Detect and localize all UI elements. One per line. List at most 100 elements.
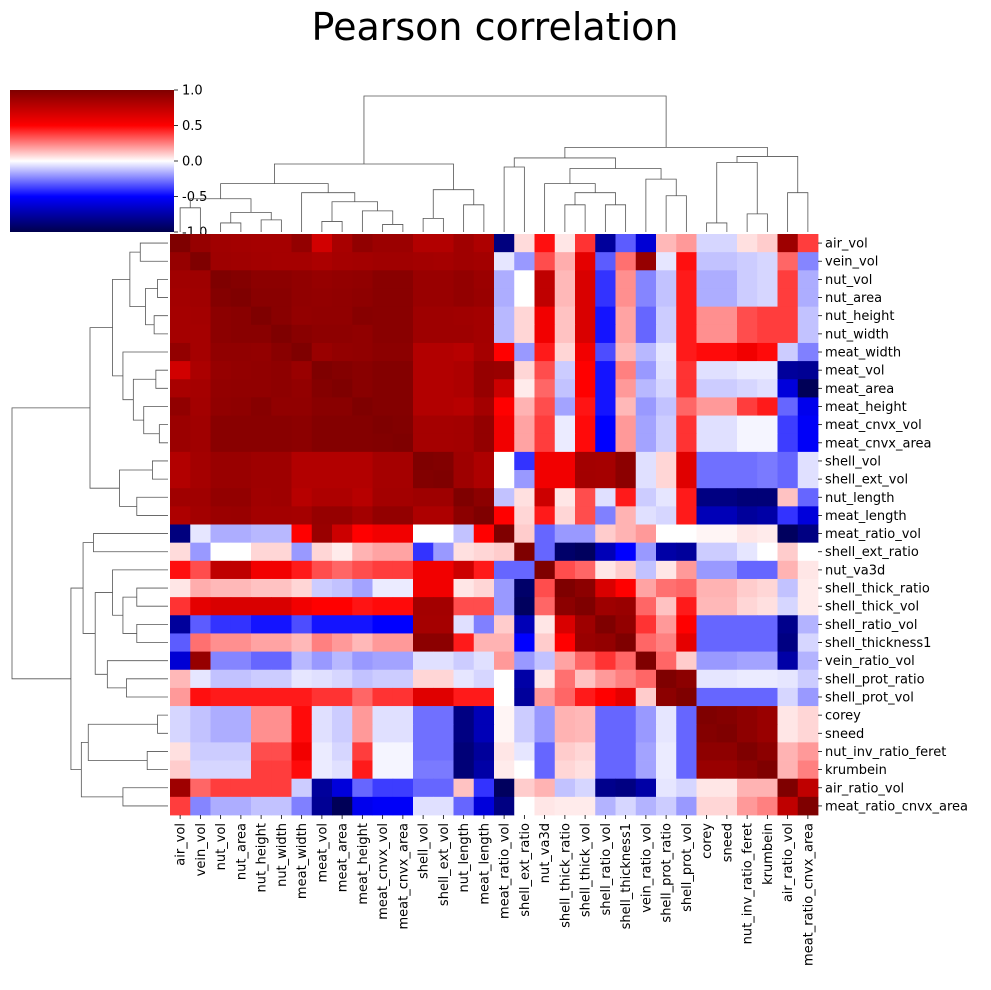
heatmap-cell — [635, 742, 657, 761]
x-tick-label: vein_vol — [194, 823, 209, 876]
heatmap-cell — [311, 542, 333, 562]
heatmap-cell — [251, 633, 272, 652]
x-tick-label: nut_width — [275, 823, 290, 887]
x-tick-label: meat_length — [477, 823, 492, 905]
heatmap-cell — [230, 306, 252, 326]
heatmap-cell — [190, 270, 211, 289]
y-tick-label: nut_area — [825, 291, 882, 306]
heatmap-cell — [656, 451, 677, 471]
heatmap-cell — [494, 415, 515, 435]
heatmap-cell — [676, 415, 697, 435]
heatmap-cell — [413, 397, 434, 416]
heatmap-cell — [413, 724, 434, 743]
heatmap-cell — [554, 470, 576, 489]
heatmap-cell — [656, 470, 677, 489]
heatmap-cell — [251, 379, 272, 398]
heatmap-cell — [311, 742, 333, 761]
heatmap-cell — [271, 433, 292, 453]
heatmap-cell — [332, 433, 353, 453]
heatmap-cell — [230, 506, 252, 525]
dendrogram-link — [564, 146, 768, 158]
heatmap-cell — [392, 433, 414, 453]
heatmap-cell — [230, 379, 252, 398]
heatmap-cell — [514, 488, 535, 507]
heatmap-cell — [757, 524, 778, 544]
heatmap-cell — [656, 488, 677, 507]
y-tick-label: shell_ext_ratio — [825, 545, 919, 560]
dendrogram-link — [665, 195, 687, 232]
heatmap-cell — [595, 524, 616, 544]
heatmap-cell — [230, 288, 252, 308]
heatmap-cell — [676, 397, 697, 416]
heatmap-cell — [635, 597, 657, 616]
heatmap-cell — [575, 252, 596, 271]
heatmap-cell — [170, 415, 191, 435]
heatmap-cell — [413, 524, 434, 544]
heatmap-cell — [210, 633, 232, 652]
heatmap-cell — [615, 560, 637, 580]
heatmap-cell — [271, 415, 292, 435]
heatmap-cell — [271, 397, 292, 416]
heatmap-cell — [534, 615, 556, 634]
heatmap-cell — [311, 288, 333, 308]
heatmap-cell — [595, 342, 616, 362]
heatmap-cell — [413, 560, 434, 580]
heatmap-cell — [170, 379, 191, 398]
heatmap-cell — [514, 415, 535, 435]
heatmap-cell — [251, 288, 272, 308]
heatmap-cell — [514, 724, 535, 743]
dendrogram-link — [301, 192, 356, 232]
heatmap-cell — [534, 669, 556, 689]
heatmap-cell — [170, 560, 191, 580]
heatmap-cell — [453, 415, 475, 435]
heatmap-cell — [230, 633, 252, 652]
heatmap-cell — [332, 706, 353, 725]
heatmap-cell — [352, 742, 373, 761]
heatmap-cell — [413, 361, 434, 380]
heatmap-cell — [372, 451, 394, 471]
heatmap-cell — [635, 615, 657, 634]
heatmap-cell — [696, 306, 718, 326]
heatmap-cell — [311, 651, 333, 671]
heatmap-cell — [716, 796, 738, 816]
heatmap-cell — [311, 397, 333, 416]
heatmap-cell — [433, 560, 454, 580]
y-tick-label: vein_ratio_vol — [825, 654, 915, 669]
heatmap-cell — [757, 270, 778, 289]
heatmap-cell — [716, 270, 738, 289]
heatmap-cell — [595, 560, 616, 580]
heatmap-cell — [352, 796, 373, 816]
heatmap-cell — [473, 288, 495, 308]
heatmap-cell — [473, 470, 495, 489]
heatmap-cell — [716, 560, 738, 580]
heatmap-cell — [473, 397, 495, 416]
y-tick-label: sneed — [825, 727, 864, 742]
heatmap-cell — [696, 778, 718, 798]
heatmap-cell — [190, 669, 211, 689]
heatmap-cell — [514, 633, 535, 652]
heatmap-cell — [190, 778, 211, 798]
heatmap-cell — [230, 760, 252, 780]
heatmap-cell — [392, 724, 414, 743]
heatmap-cell — [676, 760, 697, 780]
heatmap-cell — [494, 451, 515, 471]
dendrogram-link — [80, 741, 123, 798]
heatmap-cell — [210, 288, 232, 308]
heatmap-cell — [230, 742, 252, 761]
heatmap-cell — [251, 306, 272, 326]
heatmap-cell — [392, 488, 414, 507]
heatmap-cell — [230, 270, 252, 289]
heatmap-cell — [311, 306, 333, 326]
heatmap-cell — [453, 234, 475, 253]
heatmap-cell — [251, 234, 272, 253]
heatmap-cell — [534, 488, 556, 507]
heatmap-cell — [190, 234, 211, 253]
heatmap-cell — [170, 506, 191, 525]
heatmap-cell — [372, 687, 394, 707]
heatmap-cell — [716, 633, 738, 652]
heatmap-cell — [534, 651, 556, 671]
dendrogram-link — [432, 189, 475, 219]
heatmap-cell — [757, 288, 778, 308]
heatmap-cell — [413, 433, 434, 453]
heatmap-cell — [413, 578, 434, 598]
